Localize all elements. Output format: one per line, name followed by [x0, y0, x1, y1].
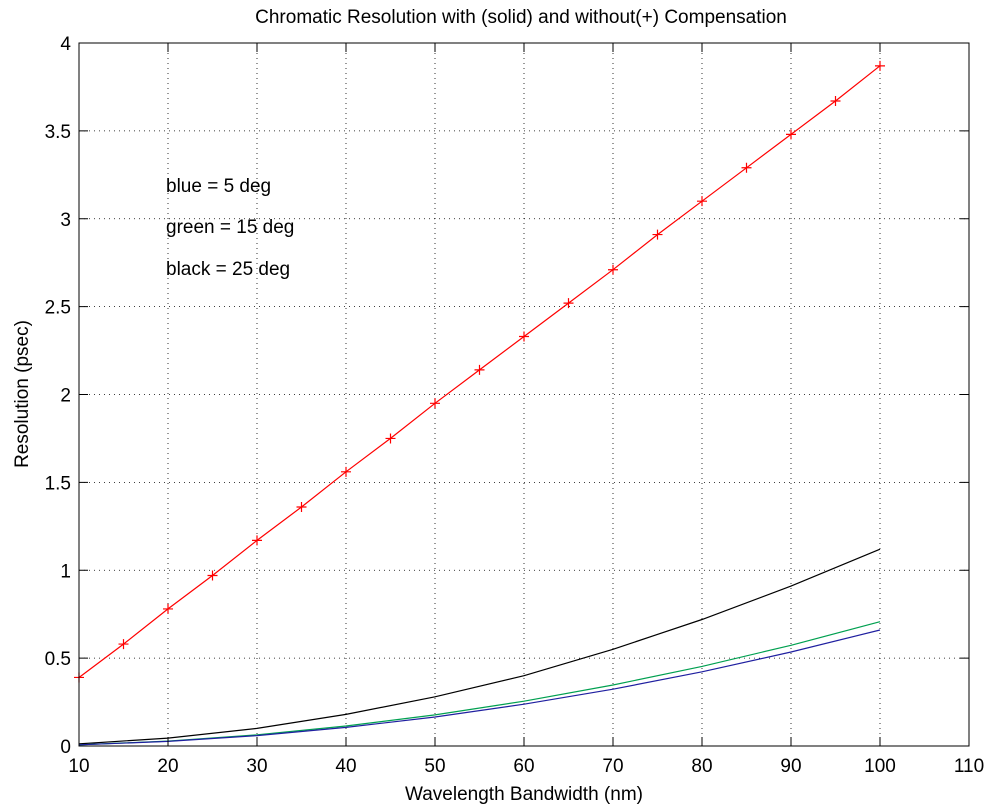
x-tick-label: 110 — [954, 756, 984, 777]
annotation-text: blue = 5 deg — [166, 176, 271, 197]
y-tick-label: 2.5 — [45, 298, 71, 319]
axis-ticks: 10 20 30 40 50 60 70 80 90 100 110 0 0.5 1 1.5 2 2.5 3 3.5… — [45, 34, 985, 777]
plus-marker — [341, 466, 351, 477]
series-line — [78, 621, 881, 746]
plus-marker — [697, 196, 707, 207]
x-tick-label: 100 — [864, 756, 896, 777]
x-tick-label: 60 — [513, 756, 534, 777]
plus-marker — [118, 639, 129, 650]
y-tick-label: 1 — [60, 561, 71, 582]
plus-marker — [830, 95, 841, 106]
plus-marker — [652, 229, 663, 240]
x-tick-label: 40 — [335, 756, 356, 777]
series-line — [78, 548, 881, 745]
plus-marker — [163, 603, 173, 614]
plus-marker — [474, 364, 485, 375]
x-tick-label: 20 — [157, 756, 178, 777]
plus-marker — [563, 298, 574, 309]
plus-marker — [519, 331, 529, 342]
series-1 — [78, 548, 881, 745]
series-layer — [74, 60, 885, 746]
plus-marker — [430, 398, 440, 409]
plus-marker — [741, 162, 752, 173]
plus-marker — [385, 433, 396, 444]
x-tick-label: 80 — [691, 756, 712, 777]
annotation-text: black = 25 deg — [166, 259, 290, 280]
x-tick-label: 70 — [602, 756, 623, 777]
x-tick-label: 90 — [780, 756, 801, 777]
series-0 — [74, 60, 885, 683]
y-tick-label: 3.5 — [45, 122, 71, 143]
annotation-text: green = 15 deg — [166, 217, 294, 238]
plus-marker — [252, 535, 262, 546]
x-axis-label: Wavelength Bandwidth (nm) — [405, 784, 643, 805]
plus-marker — [207, 570, 218, 581]
chart-title: Chromatic Resolution with (solid) and wi… — [255, 7, 787, 28]
plus-marker — [875, 60, 885, 71]
y-axis-label: Resolution (psec) — [12, 320, 33, 468]
y-tick-label: 3 — [60, 210, 71, 231]
y-tick-label: 2 — [60, 386, 71, 407]
grid — [79, 43, 969, 746]
x-tick-label: 30 — [246, 756, 267, 777]
x-tick-label: 50 — [424, 756, 445, 777]
series-line — [78, 629, 881, 746]
x-tick-label: 10 — [68, 756, 89, 777]
y-tick-label: 4 — [60, 34, 71, 55]
series-2 — [78, 621, 881, 746]
y-tick-label: 0 — [60, 737, 71, 758]
y-tick-label: 0.5 — [45, 649, 71, 670]
plus-marker — [296, 501, 307, 512]
annotations: blue = 5 deg green = 15 deg black = 25 deg — [166, 176, 294, 280]
plus-marker — [786, 129, 796, 140]
series-3 — [78, 629, 881, 746]
y-tick-label: 1.5 — [45, 473, 71, 494]
plus-marker — [608, 264, 618, 275]
